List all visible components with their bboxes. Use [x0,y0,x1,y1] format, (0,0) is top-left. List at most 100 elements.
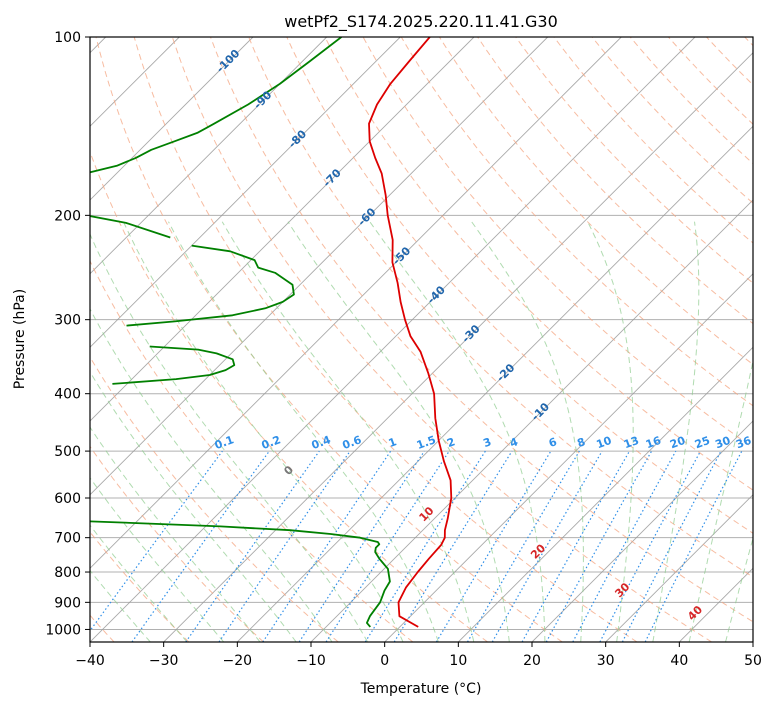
mixing-ratio-label: 1.5 [415,433,438,452]
x-tick-label: 40 [670,653,688,669]
moist-adiabat-line [221,221,475,642]
moist-adiabat-line [369,221,546,642]
mixing-ratio-label: 10 [595,434,614,452]
isotherm-line [90,37,401,348]
moist-adiabat-line [652,221,700,642]
y-tick-label: 700 [54,531,81,547]
y-tick-label: 800 [54,565,81,581]
isotherm-line [90,37,254,201]
moist-adiabat-line [90,476,225,642]
moist-adiabat-line [90,426,261,642]
mixing-ratio-label: 0.1 [213,433,236,452]
x-tick-label: −10 [296,653,326,669]
mixing-ratio-label: 13 [622,434,641,451]
dry-adiabat-line [90,531,190,642]
dry-adiabat-line [286,37,753,534]
x-tick-label: 0 [380,653,389,669]
mixing-ratio-line [466,450,580,642]
y-axis-label: Pressure (hPa) [12,289,28,389]
mixing-ratio-label: 4 [508,435,520,450]
y-tick-label: 1000 [45,622,81,638]
y-tick-label: 100 [54,30,81,46]
plot-area: -100-90-80-70-60-50-40-30-20-100.1 0.2 0.4… [90,37,753,642]
mixing-ratio-line [599,450,702,642]
mixing-ratio-line [90,450,223,632]
dry-adiabat-line [668,37,753,125]
moist-adiabat-label: 20 [528,541,548,561]
dry-adiabat-line [90,356,339,642]
dry-adiabat-line [171,37,712,642]
mixing-ratio-label: 0.2 [260,433,283,452]
dry-adiabat-line [90,259,414,642]
moist-adiabat-label: 30 [612,580,632,600]
x-tick-label: 30 [597,653,615,669]
isotherm-line [236,125,753,642]
isotherm-label: -40 [425,283,448,306]
isotherm-line [384,273,753,642]
isotherm-line [90,37,696,642]
dry-adiabat-line [706,37,753,86]
x-tick-label: 50 [744,653,762,669]
mixing-ratio-label: 16 [644,434,663,452]
mixing-ratio-line [325,450,450,642]
mixing-ratio-line [364,450,486,642]
mixing-ratio-label: 36 [734,434,753,452]
mixing-ratio-label: 25 [693,434,712,451]
y-tick-label: 300 [54,313,81,329]
isotherm-line [457,346,753,642]
mixing-ratio-line [644,450,743,642]
moist-adiabat-line [122,221,404,642]
x-axis-label: Temperature (°C) [360,681,482,697]
moist-adiabat-line [587,221,634,642]
dry-adiabat-line [133,37,638,642]
isotherm-line [531,420,753,642]
mixing-ratio-label: 3 [481,435,493,450]
dry-adiabat-line [591,37,753,204]
dry-adiabat-line [210,37,753,623]
x-tick-label: 10 [449,653,467,669]
moist-adiabat-line [90,370,297,642]
mixing-ratio-label: 2 [445,435,457,450]
isotherm-line [90,37,622,569]
isotherm-line [90,37,549,496]
y-tick-label: 500 [54,444,81,460]
y-tick-label: 600 [54,491,81,507]
dewpoint-profile-line [90,37,342,239]
mixing-ratio-line [185,450,320,642]
mixing-ratio-label: 30 [713,434,732,452]
dry-adiabat-line [90,150,488,642]
isotherm-label: -60 [355,205,378,228]
x-axis: −40 −30 −20 −10 0 10 20 30 40 50 [75,642,762,669]
isotherm-label: -80 [286,127,309,150]
moist-adiabat-line [688,358,753,642]
moist-adiabat-line [90,308,333,642]
isotherm-line [90,37,475,422]
moist-adiabat-label: 40 [685,603,705,623]
mixing-ratio-label: 1 [387,435,399,450]
dry-adiabat-line [90,445,264,642]
isotherm-line [90,37,328,275]
moist-adiabat-line [471,221,584,642]
dry-adiabat-line [95,37,563,642]
mixing-ratio-line [298,450,425,642]
mixing-ratio-line [131,450,270,642]
y-axis: 1000 900 800 700 600 500 400 300 200 100 [45,30,90,638]
moist-adiabat-line [90,524,188,642]
mixing-ratio-line [435,450,552,642]
mixing-ratio-line [545,450,653,642]
moist-adiabat-label: 10 [417,504,437,524]
mixing-ratio-label: 8 [575,435,587,450]
mixing-ratio-label: 6 [547,435,559,450]
isotherm-label: -30 [459,322,482,345]
x-tick-label: −20 [223,653,253,669]
plot-frame [89,36,754,643]
y-tick-label: 200 [54,208,81,224]
x-tick-label: −40 [75,653,105,669]
chart-title: wetPf2_S174.2025.220.11.41.G30 [284,12,558,32]
x-tick-label: −30 [149,653,179,669]
isotherm-label: -70 [321,166,344,189]
mixing-ratio-line [621,450,722,642]
mixing-ratio-line [491,450,603,642]
moist-adiabat-label: 0 [281,463,296,478]
dewpoint-profile-line [112,345,236,385]
